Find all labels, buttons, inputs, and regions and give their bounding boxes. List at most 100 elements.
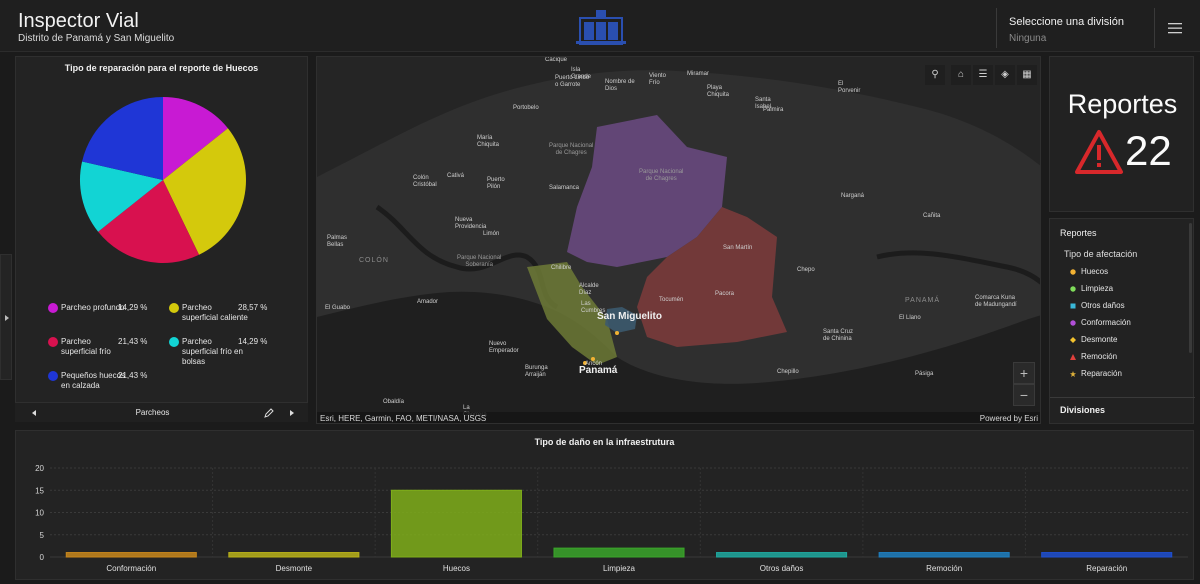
- bar-chart-title: Tipo de daño en la infraestrutura: [534, 437, 675, 447]
- map-place-label: Las Cumbres: [581, 301, 606, 314]
- bar[interactable]: [228, 552, 360, 558]
- warning-icon: [1075, 130, 1123, 174]
- legend-subtitle: Tipo de afectación: [1064, 249, 1138, 259]
- map-place-label: San Martín: [723, 245, 753, 251]
- legend-label: Parcheo superficial frío: [61, 337, 111, 356]
- legend-percent: 14,29 %: [118, 303, 148, 312]
- mop-logo: [576, 10, 626, 45]
- pie-footer-label: Parcheos: [135, 408, 170, 417]
- map-place-label: Narganá: [841, 193, 865, 199]
- map-legend-panel: Reportes Tipo de afectación Huecos Limpie…: [1049, 218, 1195, 424]
- legend-swatch: [48, 337, 58, 347]
- map-place-label: Tocumén: [659, 297, 684, 303]
- map-place-label: Comarca Kuna de Madungandí: [975, 295, 1017, 308]
- map-place-label: Puerto Pilón: [487, 177, 505, 190]
- map-place-label: Parque Nacional de Chagres: [549, 143, 594, 156]
- attribution-text[interactable]: Esri, HERE, Garmin, FAO, METI/NASA, USGS: [320, 414, 487, 423]
- legend-label: Parcheo superficial frío en bolsas: [182, 337, 243, 366]
- map-place-label: Viento Frío: [649, 73, 666, 86]
- pie-slice-3[interactable]: [80, 161, 163, 232]
- map-place-label: Chilibre: [551, 265, 572, 271]
- divisions-title: Divisiones: [1060, 405, 1106, 415]
- division-selector[interactable]: Seleccione una división Ninguna: [996, 8, 1154, 48]
- next-chevron-icon[interactable]: [287, 408, 297, 418]
- prev-chevron-icon[interactable]: [29, 408, 39, 418]
- dot-icon: [1070, 320, 1076, 326]
- star-icon: [1070, 371, 1076, 377]
- dot-icon: [1070, 286, 1076, 292]
- legend-percent: 14,29 %: [238, 337, 268, 346]
- menu-button[interactable]: [1154, 8, 1194, 48]
- list-icon: ☰: [978, 69, 988, 80]
- bar[interactable]: [716, 552, 848, 558]
- map-search-button[interactable]: ⚲: [925, 65, 945, 85]
- map-layers-button[interactable]: ◈: [995, 65, 1015, 85]
- map-place-label: PANAMÁ: [905, 297, 941, 304]
- pie-slice-1[interactable]: [163, 128, 246, 255]
- map-place-label: Colón Cristóbal: [413, 175, 437, 188]
- map-home-button[interactable]: ⌂: [951, 65, 971, 85]
- map-view[interactable]: Cacique Isla Grande Puerto Lindo o Garrote No…: [316, 56, 1041, 424]
- map-basemap: [317, 57, 1040, 423]
- legend-item-label: Conformación: [1081, 318, 1131, 327]
- legend-scrollbar[interactable]: [1189, 223, 1192, 353]
- app-subtitle: Distrito de Panamá y San Miguelito: [18, 33, 175, 44]
- pencil-icon[interactable]: [264, 408, 274, 418]
- app-header: Inspector Vial Distrito de Panamá y San …: [0, 0, 1200, 52]
- pie-chart-title: Tipo de reparación para el reporte de Hu…: [64, 63, 259, 73]
- map-place-label: Santa Isabel: [755, 97, 772, 110]
- map-place-label: Portobelo: [513, 105, 539, 111]
- legend-label: Parcheo superficial caliente: [182, 303, 248, 322]
- map-place-label: María Chiquita: [477, 135, 500, 148]
- bar[interactable]: [65, 552, 197, 558]
- map-place-label: Ancón: [585, 361, 603, 367]
- legend-swatch: [169, 337, 179, 347]
- triangle-icon: [1070, 354, 1076, 360]
- dot-icon: [1070, 269, 1076, 275]
- pie-slice-0[interactable]: [163, 97, 228, 180]
- layers-icon: ◈: [1001, 69, 1009, 80]
- bar[interactable]: [553, 547, 685, 558]
- side-panel-toggle[interactable]: [0, 254, 12, 380]
- square-icon: [1070, 303, 1076, 309]
- map-place-label: Isla Grande: [571, 67, 592, 80]
- map-place-label: COLÓN: [359, 257, 389, 264]
- map-place-label: Burunga Arraiján: [525, 365, 548, 378]
- map-place-label: Miramar: [687, 71, 709, 77]
- chevron-right-icon: [5, 315, 9, 321]
- x-tick-label: Remoción: [926, 564, 962, 573]
- pie-chart-panel: Tipo de reparación para el reporte de Hu…: [15, 56, 308, 422]
- x-tick-label: Desmonte: [276, 564, 313, 573]
- bar[interactable]: [390, 489, 522, 558]
- zoom-out-button[interactable]: −: [1013, 384, 1035, 406]
- legend-divider: [1050, 397, 1195, 398]
- hamburger-icon: [1167, 23, 1182, 34]
- map-place-label: Santa Cruz de Chinina: [823, 329, 854, 342]
- pie-slice-4[interactable]: [82, 96, 163, 180]
- grid-icon: ▦: [1022, 69, 1032, 80]
- map-place-label: Pacora: [715, 291, 735, 297]
- map-place-label: Playa Chiquita: [707, 85, 730, 98]
- map-place-label: Alcalde Díaz: [579, 283, 599, 296]
- map-basemap-button[interactable]: ▦: [1017, 65, 1037, 85]
- y-tick-label: 5: [40, 531, 45, 540]
- legend-item-label: Huecos: [1081, 267, 1109, 276]
- legend-swatch: [48, 303, 58, 313]
- map-place-label: El Llano: [899, 315, 921, 321]
- map-legend-button[interactable]: ☰: [973, 65, 993, 85]
- map-place-label: San Miguelito: [597, 311, 662, 322]
- bar[interactable]: [878, 552, 1010, 558]
- map-place-label: Nombre de Dios: [605, 79, 635, 92]
- powered-by[interactable]: Powered by Esri: [979, 414, 1038, 423]
- legend-label: Pequeños huecos en calzada: [61, 371, 126, 390]
- map-place-label: Cativá: [447, 173, 465, 179]
- x-tick-label: Reparación: [1086, 564, 1127, 573]
- bar[interactable]: [1041, 552, 1173, 558]
- map-place-label: Parque Nacional de Chagres: [639, 169, 684, 182]
- map-place-label: Panamá: [579, 365, 618, 376]
- legend-swatch: [48, 371, 58, 381]
- zoom-in-button[interactable]: +: [1013, 362, 1035, 384]
- map-place-label: Cacique: [545, 57, 568, 63]
- division-value: Ninguna: [1009, 33, 1047, 44]
- pie-slice-2[interactable]: [98, 180, 200, 263]
